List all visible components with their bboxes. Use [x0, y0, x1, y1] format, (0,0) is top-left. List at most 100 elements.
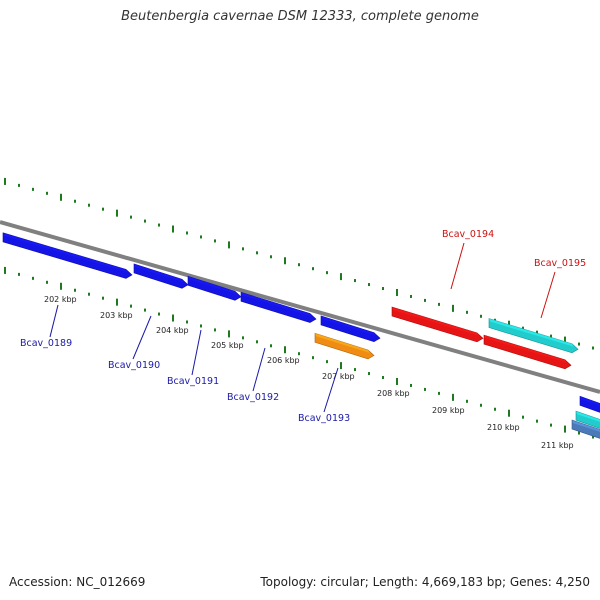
gene-label-leader-line: [323, 367, 339, 413]
gene-highlight: [241, 292, 312, 317]
outer-tick-mark: [592, 346, 594, 350]
outer-tick-mark: [158, 223, 160, 227]
kbp-label: 205 kbp: [211, 341, 244, 350]
inner-tick-mark: [326, 360, 328, 364]
outer-tick-mark: [228, 241, 230, 249]
gene-label-leader-line: [540, 271, 556, 319]
inner-tick-mark: [102, 296, 104, 300]
outer-tick-mark: [508, 320, 510, 328]
outer-tick-mark: [438, 302, 440, 306]
inner-tick-mark: [312, 356, 314, 360]
gene-label: Bcav_0194: [442, 229, 494, 240]
gene-highlight: [321, 315, 376, 336]
gene-highlight: [580, 396, 600, 406]
inner-tick-mark: [4, 266, 6, 274]
outer-tick-mark: [18, 183, 20, 187]
topology-text: Topology: circular; Length: 4,669,183 bp…: [260, 575, 590, 589]
outer-tick-mark: [354, 279, 356, 283]
inner-tick-mark: [452, 393, 454, 401]
inner-tick-mark: [382, 376, 384, 380]
outer-tick-mark: [270, 255, 272, 259]
outer-tick-mark: [536, 330, 538, 334]
inner-tick-mark: [410, 383, 412, 387]
gene-highlight: [315, 333, 370, 353]
gene-label-leader-line: [132, 315, 152, 360]
inner-tick-mark: [270, 344, 272, 348]
kbp-label: 204 kbp: [156, 326, 189, 335]
gene-label: Bcav_0195: [534, 258, 586, 269]
kbp-label: 210 kbp: [487, 423, 520, 432]
outer-tick-mark: [130, 215, 132, 219]
inner-tick-mark: [578, 431, 580, 435]
outer-tick-mark: [116, 209, 118, 217]
gene-label: Bcav_0189: [20, 338, 72, 349]
outer-tick-mark: [172, 225, 174, 233]
gene-label-leader-line: [450, 242, 465, 290]
outer-tick-mark: [102, 207, 104, 211]
inner-tick-mark: [74, 288, 76, 292]
outer-tick-mark: [564, 336, 566, 344]
inner-tick-mark: [564, 425, 566, 433]
outer-tick-mark: [284, 257, 286, 265]
inner-tick-mark: [298, 352, 300, 356]
inner-tick-mark: [18, 272, 20, 276]
kbp-label: 206 kbp: [267, 356, 300, 365]
outer-tick-mark: [326, 271, 328, 275]
kbp-label: 211 kbp: [541, 441, 574, 450]
inner-tick-mark: [242, 336, 244, 340]
kbp-labels: 202 kbp 203 kbp 204 kbp 205 kbp 206 kbp 207 k…: [44, 295, 574, 450]
gene-highlight: [572, 420, 600, 432]
gene-highlight: [576, 411, 600, 422]
inner-tick-mark: [508, 409, 510, 417]
inner-tick-mark: [592, 435, 594, 439]
outer-tick-mark: [256, 251, 258, 255]
outer-tick-mark: [340, 273, 342, 281]
inner-tick-mark: [130, 304, 132, 308]
kbp-label: 208 kbp: [377, 389, 410, 398]
outer-tick-mark: [578, 342, 580, 346]
inner-tick-mark: [550, 423, 552, 427]
outer-tick-mark: [410, 294, 412, 298]
outer-tick-mark: [298, 263, 300, 267]
inner-tick-mark: [214, 328, 216, 332]
outer-tick-mark: [60, 193, 62, 201]
inner-tick-mark: [228, 330, 230, 338]
inner-tick-mark: [284, 346, 286, 354]
gene-label-leader-line: [49, 304, 59, 338]
outer-tick-mark: [46, 191, 48, 195]
outer-tick-mark: [522, 326, 524, 330]
inner-tick-track: [4, 266, 594, 439]
inner-tick-mark: [200, 324, 202, 328]
outer-tick-mark: [144, 219, 146, 223]
inner-tick-mark: [172, 314, 174, 322]
kbp-label: 209 kbp: [432, 406, 465, 415]
inner-tick-mark: [186, 320, 188, 324]
outer-tick-mark: [214, 239, 216, 243]
inner-tick-mark: [60, 282, 62, 290]
outer-tick-mark: [186, 231, 188, 235]
outer-tick-mark: [466, 310, 468, 314]
inner-tick-mark: [116, 298, 118, 306]
outer-tick-mark: [242, 247, 244, 251]
outer-tick-mark: [312, 267, 314, 271]
outer-tick-mark: [424, 298, 426, 302]
inner-tick-mark: [158, 312, 160, 316]
inner-tick-mark: [480, 403, 482, 407]
inner-tick-mark: [536, 419, 538, 423]
inner-tick-mark: [88, 292, 90, 296]
inner-tick-mark: [32, 276, 34, 280]
outer-tick-mark: [452, 304, 454, 312]
inner-tick-mark: [522, 415, 524, 419]
gene-features: [2, 232, 600, 439]
inner-tick-mark: [396, 377, 398, 385]
kbp-label: 203 kbp: [100, 311, 133, 320]
inner-tick-mark: [494, 407, 496, 411]
kbp-label: 207 kbp: [322, 372, 355, 381]
inner-tick-mark: [46, 280, 48, 284]
outer-tick-mark: [74, 199, 76, 203]
inner-tick-mark: [466, 399, 468, 403]
gene-highlight: [188, 276, 237, 295]
inner-tick-mark: [256, 340, 258, 344]
gene-highlight: [484, 335, 567, 363]
